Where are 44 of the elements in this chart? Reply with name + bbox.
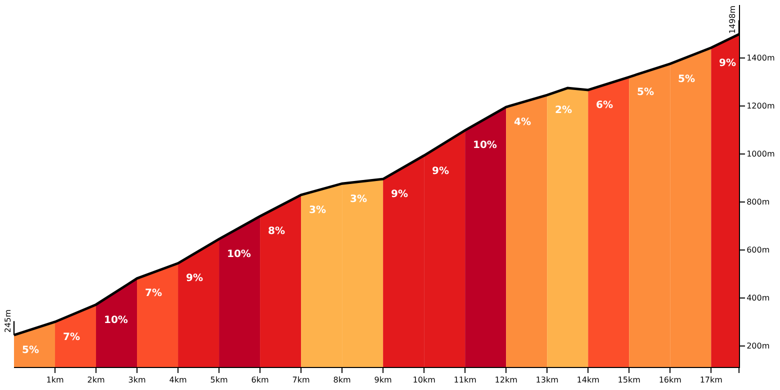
x-tick-label: 17km [700, 376, 723, 385]
annotation: 1498m [728, 5, 738, 34]
x-tick-label: 16km [658, 376, 682, 385]
annotation: 9% [432, 166, 449, 177]
annotation: 8% [268, 226, 285, 237]
annotation: 5% [22, 345, 39, 356]
x-tick-label: 8km [333, 376, 352, 385]
x-tick-label: 6km [251, 376, 270, 385]
annotation: 3% [309, 205, 326, 216]
x-tick-label: 2km [87, 376, 105, 385]
y-tick-label: 600m [746, 246, 770, 255]
y-tick-label: 1000m [746, 150, 775, 159]
annotation: 9% [719, 58, 736, 69]
annotation: 7% [145, 288, 162, 299]
x-tick-label: 3km [128, 376, 146, 385]
annotation: 245m [3, 309, 12, 333]
annotation: 10% [473, 140, 497, 151]
x-tick-label: 4km [169, 376, 187, 385]
x-tick-label: 14km [576, 376, 600, 385]
annotation: 3% [350, 194, 367, 205]
x-tick-label: 7km [292, 376, 310, 385]
x-tick-label: 9km [374, 376, 392, 385]
x-tick-label: 15km [618, 376, 641, 385]
annotation: 9% [391, 189, 408, 200]
annotation: 7% [63, 332, 80, 343]
annotation: 5% [678, 74, 695, 85]
y-tick-label: 1200m [746, 102, 775, 111]
x-tick-label: 12km [494, 376, 518, 385]
x-tick-label: 10km [412, 376, 436, 385]
x-tick-label: 13km [536, 376, 559, 385]
annotation: 4% [514, 117, 531, 128]
y-tick-label: 800m [746, 198, 770, 207]
y-tick-label: 1400m [746, 54, 775, 63]
x-tick-label: 5km [210, 376, 228, 385]
x-tick-label: 1km [46, 376, 64, 385]
annotation: 10% [104, 315, 128, 326]
annotation: 6% [596, 100, 613, 111]
annotation: 9% [186, 273, 203, 284]
annotation: 2% [555, 105, 572, 116]
annotation: 10% [227, 249, 251, 260]
y-tick-label: 400m [746, 294, 770, 303]
y-tick-label: 200m [746, 342, 770, 351]
x-tick-label: 11km [454, 376, 477, 385]
annotation: 5% [637, 87, 654, 98]
